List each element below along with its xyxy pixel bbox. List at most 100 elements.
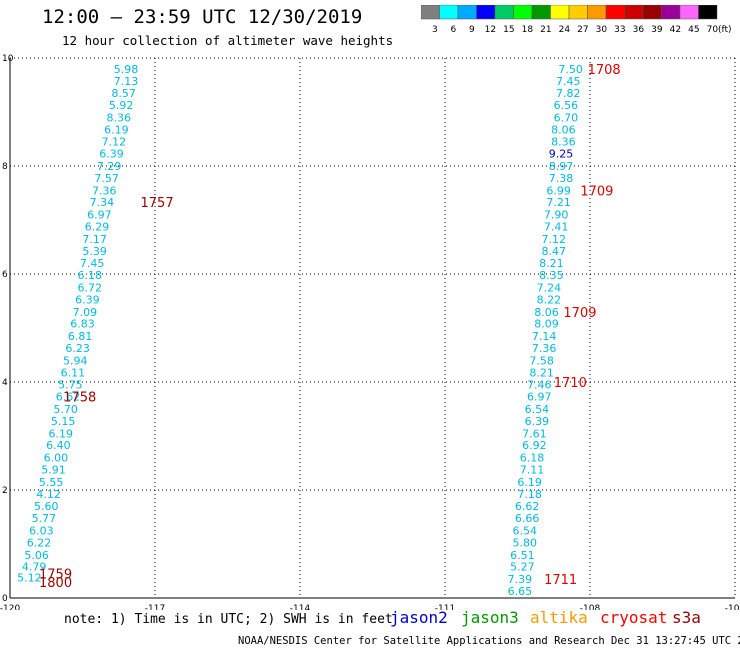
time-label: 1758: [63, 391, 96, 406]
x-tick-label: -114: [290, 604, 311, 610]
wave-height-label: 5.55: [39, 476, 64, 489]
wave-height-label: 8.06: [551, 123, 576, 136]
wave-height-label: 7.90: [544, 209, 569, 222]
wave-height-label: 5.80: [513, 536, 538, 549]
wave-height-label: 6.00: [44, 452, 69, 465]
y-tick-label: 10: [2, 54, 14, 64]
wave-height-label: 7.39: [508, 573, 533, 586]
wave-height-label: 7.61: [522, 427, 547, 440]
wave-height-label: 8.97: [549, 160, 574, 173]
wave-height-label: 6.29: [85, 220, 110, 233]
wave-height-label: 7.46: [527, 379, 552, 392]
wave-height-label: 5.27: [510, 561, 535, 574]
wave-height-label: 7.36: [92, 184, 117, 197]
wave-height-label: 6.83: [70, 318, 95, 331]
scale-tick-label: 27: [577, 25, 588, 35]
note-text: note: 1) Time is in UTC; 2) SWH is in fe…: [64, 612, 393, 627]
wave-height-label: 7.45: [556, 75, 581, 88]
wave-height-label: 5.70: [53, 403, 78, 416]
y-tick-label: 6: [2, 270, 8, 280]
wave-height-label: 6.97: [87, 209, 112, 222]
scale-tick-label: 21: [540, 25, 551, 35]
wave-height-label: 6.11: [61, 366, 86, 379]
wave-height-label: 5.98: [114, 63, 139, 76]
wave-height-label: 6.39: [75, 293, 100, 306]
time-label: 1709: [580, 184, 613, 199]
wave-height-label: 8.47: [542, 245, 567, 258]
wave-height-label: 6.19: [517, 476, 542, 489]
chart-title: 12:00 – 23:59 UTC 12/30/2019: [42, 6, 363, 28]
wave-height-label: 6.97: [527, 391, 552, 404]
wave-height-label: 5.06: [24, 549, 49, 562]
wave-height-label: 5.92: [109, 99, 134, 112]
scale-tick-label: 12: [485, 25, 496, 35]
y-tick-label: 0: [2, 594, 8, 604]
wave-height-label: 5.12: [17, 571, 42, 584]
wave-height-label: 8.21: [529, 366, 554, 379]
scale-tick-label: 36: [633, 25, 645, 35]
scale-tick-label: 24: [559, 25, 571, 35]
wave-height-label: 4.79: [22, 561, 47, 574]
wave-height-label: 6.65: [508, 585, 533, 598]
time-label: 1711: [544, 573, 577, 588]
wave-height-label: 7.41: [544, 220, 569, 233]
wave-height-label: 7.09: [73, 306, 98, 319]
time-label: 1709: [563, 306, 596, 321]
chart-subtitle: 12 hour collection of altimeter wave hei…: [62, 33, 394, 48]
wave-height-label: 6.99: [546, 184, 571, 197]
x-tick-label: -120: [0, 604, 20, 610]
legend-altika: altika: [530, 608, 588, 627]
scale-tick-label: 15: [503, 25, 514, 35]
wave-height-label: 8.36: [551, 136, 576, 149]
wave-height-label: 5.91: [41, 463, 66, 476]
x-tick-label: -111: [435, 604, 455, 610]
wave-height-label: 7.36: [532, 342, 557, 355]
wave-height-label: 7.82: [556, 87, 581, 100]
wave-height-label: 7.13: [114, 75, 139, 88]
wave-height-label: 7.24: [537, 282, 562, 295]
wave-height-label: 6.62: [515, 500, 540, 513]
wave-height-label: 6.56: [554, 99, 579, 112]
wave-height-label: 6.19: [104, 123, 129, 136]
scale-swatch: [698, 5, 718, 20]
wave-height-label: 7.12: [102, 136, 127, 149]
wave-height-label: 7.34: [90, 196, 115, 209]
legend-s3a: s3a: [672, 608, 701, 627]
wave-height-label: 4.12: [36, 488, 61, 501]
scale-tick-label: 6: [451, 25, 457, 35]
x-tick-label: -105: [725, 604, 740, 610]
time-label: 1759: [39, 568, 72, 583]
scale-tick-label: 42: [670, 25, 681, 35]
wave-height-label: 7.18: [517, 488, 542, 501]
wave-height-label: 7.14: [532, 330, 557, 343]
wave-height-label: 7.11: [520, 463, 545, 476]
wave-height-label: 5.15: [51, 415, 76, 428]
legend-jason2: jason2: [390, 608, 448, 627]
scale-tick-label: 3: [432, 25, 438, 35]
y-tick-label: 8: [2, 162, 8, 172]
wave-height-label: 6.70: [554, 111, 579, 124]
time-label: 1757: [141, 196, 174, 211]
wave-height-label: 7.50: [558, 63, 583, 76]
wave-height-label: 6.72: [78, 282, 103, 295]
wave-height-label: 6.39: [525, 415, 550, 428]
wave-height-label: 7.21: [546, 196, 571, 209]
wave-height-label: 7.58: [529, 354, 554, 367]
scale-unit: (ft): [718, 25, 731, 35]
wave-height-label: 6.18: [520, 452, 545, 465]
wave-height-label: 6.54: [525, 403, 550, 416]
wave-height-label: 8.21: [539, 257, 564, 270]
wave-height-label: 8.09: [534, 318, 559, 331]
scale-tick-label: 45: [688, 25, 699, 35]
scale-tick-label: 30: [596, 25, 608, 35]
scale-tick-label: 18: [522, 25, 534, 35]
wave-height-label: 8.57: [111, 87, 136, 100]
time-label: 1708: [588, 63, 621, 78]
wave-height-label: 8.06: [534, 306, 559, 319]
wave-height-label: 6.66: [515, 512, 540, 525]
time-label: 1710: [554, 376, 587, 391]
wave-height-label: 7.29: [97, 160, 122, 173]
wave-height-label: 7.12: [542, 233, 567, 246]
time-label: 1800: [39, 576, 72, 591]
wave-height-label: 6.19: [49, 427, 74, 440]
